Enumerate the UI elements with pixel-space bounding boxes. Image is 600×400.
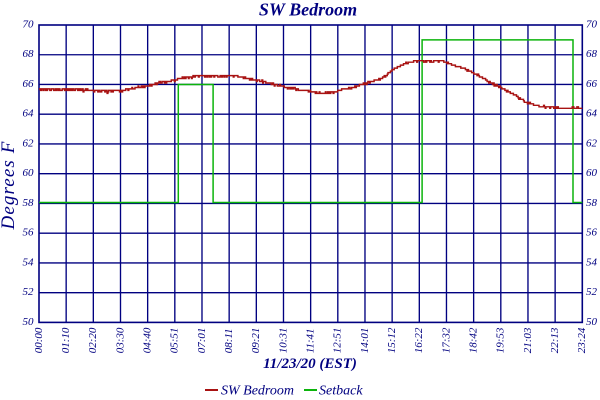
- svg-text:66: 66: [23, 78, 35, 90]
- svg-text:68: 68: [23, 48, 35, 60]
- svg-text:17:32: 17:32: [440, 327, 452, 353]
- svg-text:64: 64: [23, 108, 35, 120]
- svg-text:08:11: 08:11: [223, 328, 235, 353]
- svg-text:58: 58: [586, 197, 598, 209]
- svg-text:02:20: 02:20: [87, 327, 99, 353]
- svg-text:09:21: 09:21: [250, 328, 262, 354]
- svg-text:11:41: 11:41: [304, 328, 316, 353]
- svg-text:54: 54: [23, 256, 35, 268]
- svg-text:11/23/20 (EST): 11/23/20 (EST): [263, 356, 357, 372]
- svg-text:21:03: 21:03: [522, 327, 534, 353]
- svg-text:00:00: 00:00: [33, 327, 45, 353]
- svg-text:60: 60: [586, 167, 598, 179]
- svg-text:68: 68: [586, 48, 598, 60]
- svg-text:50: 50: [586, 316, 598, 328]
- svg-text:04:40: 04:40: [142, 327, 154, 353]
- svg-text:01:10: 01:10: [60, 327, 72, 353]
- svg-text:05:51: 05:51: [169, 328, 181, 354]
- svg-text:14:01: 14:01: [359, 328, 371, 354]
- svg-text:18:42: 18:42: [467, 327, 479, 353]
- svg-text:64: 64: [586, 108, 598, 120]
- svg-text:12:51: 12:51: [332, 328, 344, 354]
- svg-text:22:13: 22:13: [549, 327, 561, 353]
- svg-text:SW Bedroom: SW Bedroom: [259, 0, 357, 20]
- svg-text:52: 52: [586, 286, 598, 298]
- svg-text:60: 60: [23, 167, 35, 179]
- svg-text:Setback: Setback: [319, 384, 363, 399]
- svg-text:54: 54: [586, 256, 598, 268]
- svg-text:23:24: 23:24: [576, 327, 588, 353]
- svg-text:66: 66: [586, 78, 598, 90]
- svg-text:52: 52: [23, 286, 35, 298]
- svg-text:58: 58: [23, 197, 35, 209]
- svg-text:70: 70: [586, 18, 598, 30]
- svg-text:Degrees F: Degrees F: [0, 141, 19, 231]
- svg-text:62: 62: [586, 137, 598, 149]
- svg-text:15:12: 15:12: [386, 327, 398, 353]
- svg-text:10:31: 10:31: [277, 328, 289, 354]
- svg-text:56: 56: [23, 227, 35, 239]
- svg-text:70: 70: [23, 18, 35, 30]
- svg-text:50: 50: [23, 316, 35, 328]
- svg-text:16:22: 16:22: [413, 327, 425, 353]
- svg-text:19:53: 19:53: [495, 327, 507, 353]
- svg-text:07:01: 07:01: [196, 328, 208, 354]
- svg-text:03:30: 03:30: [114, 327, 126, 353]
- svg-text:SW Bedroom: SW Bedroom: [221, 384, 294, 399]
- svg-text:62: 62: [23, 137, 35, 149]
- svg-text:56: 56: [586, 227, 598, 239]
